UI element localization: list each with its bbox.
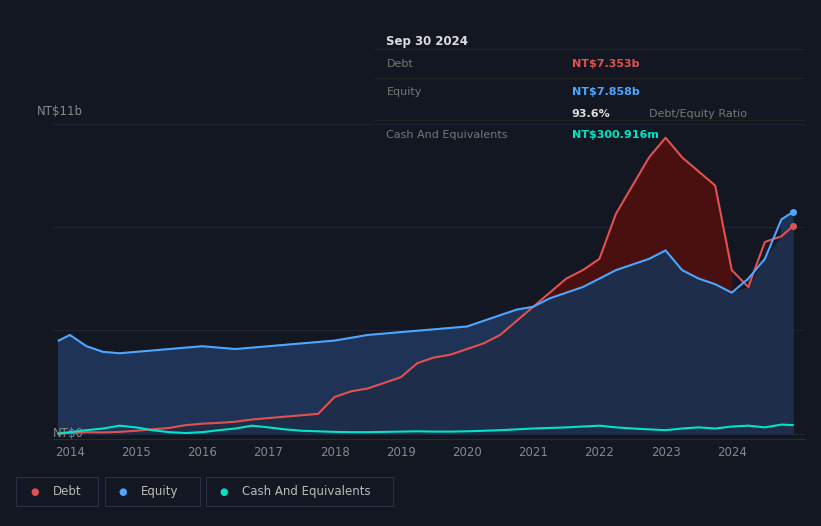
Text: Sep 30 2024: Sep 30 2024 (387, 35, 469, 48)
Text: NT$7.858b: NT$7.858b (572, 87, 640, 97)
Text: 93.6%: 93.6% (572, 108, 611, 119)
Text: Equity: Equity (387, 87, 422, 97)
Text: Debt: Debt (387, 59, 413, 69)
Text: NT$7.353b: NT$7.353b (572, 59, 640, 69)
Text: NT$0: NT$0 (53, 427, 85, 440)
Text: ●: ● (118, 487, 127, 497)
Text: ●: ● (220, 487, 228, 497)
Text: Cash And Equivalents: Cash And Equivalents (387, 130, 508, 140)
Text: Cash And Equivalents: Cash And Equivalents (242, 485, 371, 498)
Text: ●: ● (30, 487, 39, 497)
Text: Debt: Debt (53, 485, 81, 498)
Text: Equity: Equity (141, 485, 178, 498)
Text: NT$11b: NT$11b (37, 105, 83, 118)
Text: NT$300.916m: NT$300.916m (572, 130, 658, 140)
Text: Debt/Equity Ratio: Debt/Equity Ratio (649, 108, 747, 119)
